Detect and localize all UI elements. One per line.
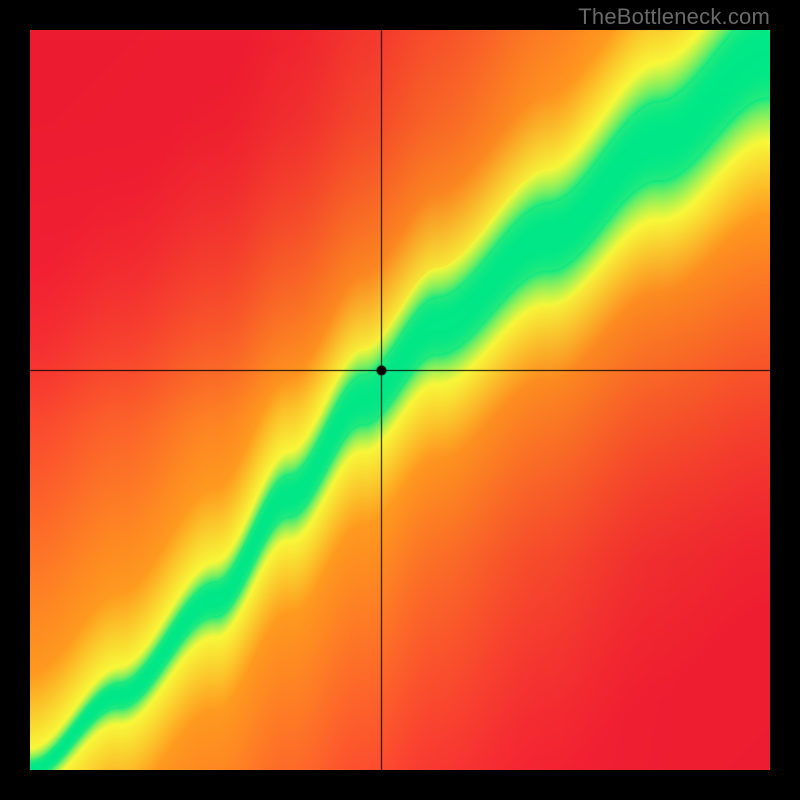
heatmap-canvas: [30, 30, 770, 770]
outer-frame: TheBottleneck.com: [0, 0, 800, 800]
watermark-text: TheBottleneck.com: [578, 4, 770, 30]
plot-area: [30, 30, 770, 770]
